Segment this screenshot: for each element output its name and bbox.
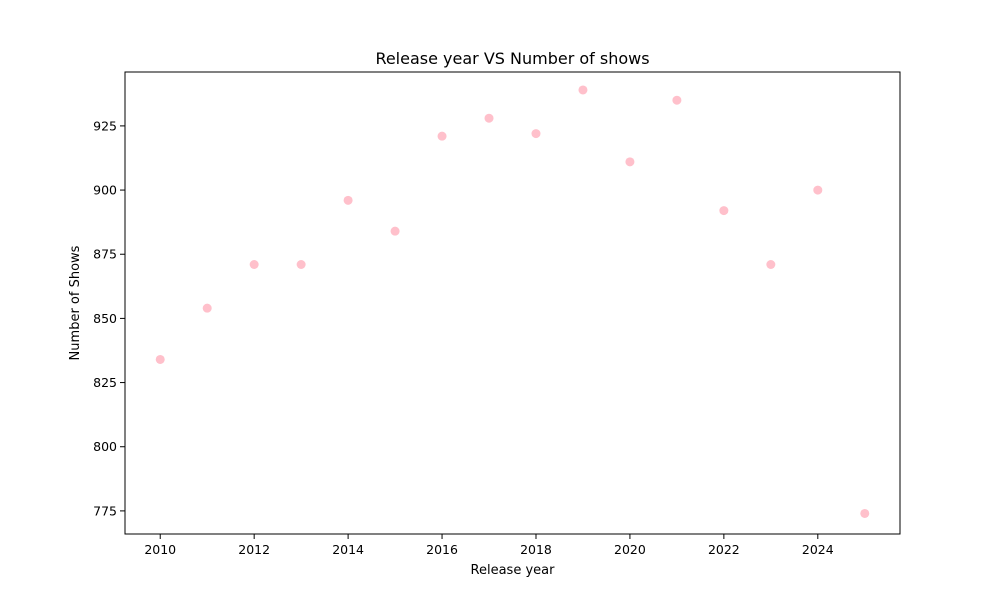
x-tick-label: 2022: [708, 542, 740, 557]
y-tick-label: 900: [93, 183, 117, 198]
data-point: [202, 303, 212, 313]
y-tick-label: 925: [93, 118, 117, 133]
data-point: [343, 195, 353, 205]
x-tick-label: 2014: [332, 542, 364, 557]
x-tick-label: 2010: [144, 542, 176, 557]
data-point: [249, 260, 259, 269]
y-tick-label: 875: [93, 247, 117, 262]
data-point: [155, 354, 165, 364]
x-tick-label: 2018: [520, 542, 552, 557]
x-axis-ticks: 2010 2012 2014 2016 2018 2020 2022 2024: [144, 534, 834, 557]
y-tick-label: 800: [93, 439, 117, 454]
chart-title: Release year VS Number of shows: [375, 49, 649, 68]
y-tick-label: 850: [93, 311, 117, 326]
data-point: [719, 206, 729, 216]
data-point: [813, 185, 823, 195]
data-point: [766, 260, 776, 269]
x-tick-label: 2016: [426, 542, 458, 557]
data-point: [578, 85, 588, 95]
data-point: [390, 226, 400, 236]
data-point: [672, 95, 682, 105]
y-axis-ticks: 775 800 825 850 875 900 925: [93, 118, 125, 518]
y-axis-label: Number of Shows: [68, 245, 83, 360]
x-axis-label: Release year: [471, 563, 556, 578]
data-point: [296, 260, 306, 269]
x-tick-label: 2012: [238, 542, 270, 557]
y-tick-label: 775: [93, 503, 117, 518]
data-point: [531, 129, 541, 139]
plot-frame: [124, 71, 901, 535]
data-point: [484, 113, 494, 123]
data-point: [860, 508, 870, 518]
data-point: [625, 157, 635, 167]
y-tick-label: 825: [93, 375, 117, 390]
x-tick-label: 2020: [614, 542, 646, 557]
data-points: [155, 85, 870, 518]
x-tick-label: 2024: [802, 542, 834, 557]
data-point: [437, 131, 447, 141]
